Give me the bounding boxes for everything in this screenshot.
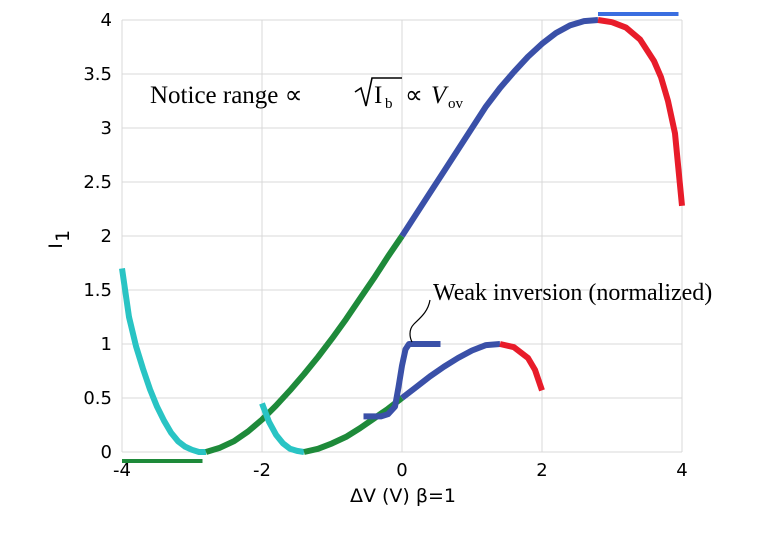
x-tick-label: 4 (676, 460, 687, 481)
y-tick-label: 3 (101, 118, 112, 139)
x-axis-title: ΔV (V) β=1 (350, 485, 456, 507)
series-weak-green (303, 395, 404, 455)
y-axis-title-main: I (45, 243, 67, 249)
notice-ib: I (374, 82, 382, 109)
x-tick-label: -2 (253, 460, 271, 481)
series-strong-blue (399, 17, 599, 238)
y-axis-title: I 1 (45, 230, 74, 249)
y-tick-label: 1.5 (83, 280, 112, 301)
series-strong-cyan (119, 267, 206, 455)
series-strong-red (597, 17, 685, 207)
notice-ib-sub: b (385, 96, 393, 112)
y-axis-title-sub: 1 (52, 230, 74, 242)
notice-annotation: Notice range ∝ I b ∝ V ov (150, 77, 464, 112)
series-tanh-step (363, 341, 441, 420)
range-markers (122, 12, 679, 463)
y-tick-label: 4 (101, 10, 112, 31)
series-weak-cyan (259, 402, 305, 455)
weak-inversion-label: Weak inversion (normalized) (433, 280, 712, 306)
weak-inversion-leader-line (409, 299, 431, 343)
weak-inversion-annotation: Weak inversion (normalized) (409, 280, 712, 343)
y-tick-label: 3.5 (83, 64, 112, 85)
notice-v-sub: ov (448, 96, 464, 112)
x-tick-label: -4 (113, 460, 131, 481)
tick-labels: -4 -2 0 2 4 0 0.5 1 1.5 2 2.5 3 3.5 4 (83, 10, 687, 481)
x-tick-label: 2 (536, 460, 547, 481)
y-tick-label: 0 (101, 442, 112, 463)
y-tick-label: 0.5 (83, 388, 112, 409)
series-lines (119, 17, 685, 455)
series-weak-blue (400, 341, 501, 401)
y-tick-label: 2 (101, 226, 112, 247)
notice-prefix: Notice range ∝ (150, 82, 303, 109)
sqrt-symbol (354, 77, 402, 107)
series-strong-green (205, 234, 405, 455)
notice-v: V (431, 82, 449, 109)
x-tick-label: 0 (396, 460, 407, 481)
y-tick-label: 1 (101, 334, 112, 355)
notice-prop: ∝ (405, 82, 423, 109)
series-weak-red (499, 341, 545, 392)
y-tick-label: 2.5 (83, 172, 112, 193)
